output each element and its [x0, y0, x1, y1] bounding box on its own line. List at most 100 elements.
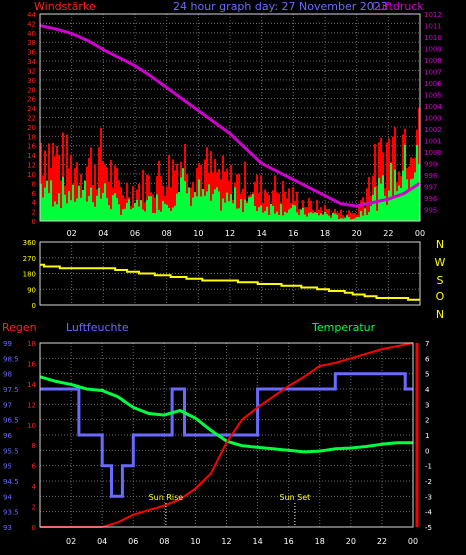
- wind-avg-bar: [408, 191, 410, 221]
- wind-gust-bar: [190, 187, 192, 221]
- y-tick-label-left: 42: [27, 20, 36, 28]
- wind-gust-bar: [52, 143, 54, 221]
- wind-gust-bar: [206, 147, 208, 221]
- wind-avg-bar: [146, 200, 148, 221]
- wind-avg-bar: [194, 192, 196, 221]
- y-tick-label: 360: [23, 239, 36, 247]
- wind-avg-bar: [200, 196, 202, 221]
- wind-avg-bar: [360, 211, 362, 221]
- wind-avg-bar: [192, 197, 194, 221]
- temperature-humidity-panel: -5-4-3-2-1012345679393.59494.59595.59696…: [3, 340, 433, 546]
- wind-avg-bar: [356, 216, 358, 221]
- wind-gust-bar: [114, 165, 116, 221]
- wind-avg-bar: [204, 195, 206, 221]
- wind-avg-bar: [372, 194, 374, 221]
- sun-marker-label: Sun Rise: [149, 493, 184, 502]
- wind-avg-bar: [330, 217, 332, 221]
- wind-avg-bar: [150, 196, 152, 221]
- direction-label: S: [437, 274, 444, 287]
- wind-avg-bar: [272, 205, 274, 221]
- wind-avg-bar: [238, 208, 240, 221]
- wind-avg-bar: [44, 187, 46, 221]
- wind-avg-bar: [402, 170, 404, 221]
- wind-avg-bar: [228, 201, 230, 221]
- y-tick-label-temperature: -2: [425, 478, 432, 486]
- y-tick-label: 90: [27, 286, 36, 294]
- wind-avg-bar: [270, 203, 272, 221]
- y-tick-label: 270: [23, 255, 36, 263]
- wind-avg-bar: [400, 188, 402, 221]
- y-tick-label-right: 1005: [424, 92, 442, 100]
- wind-gust-bar: [274, 175, 276, 221]
- wind-gust-bar: [170, 187, 172, 221]
- wind-avg-bar: [340, 218, 342, 221]
- wind-avg-bar: [94, 206, 96, 221]
- wind-gust-bar: [224, 171, 226, 221]
- wind-gust-bar: [66, 134, 68, 221]
- wind-avg-bar: [84, 180, 86, 221]
- wind-avg-bar: [50, 180, 52, 221]
- wind-avg-bar: [120, 214, 122, 221]
- y-tick-label-right: 1002: [424, 126, 442, 134]
- wind-avg-bar: [184, 181, 186, 221]
- wind-gust-bar: [76, 162, 78, 221]
- x-tick-label: 10: [190, 537, 200, 546]
- wind-gust-bar: [256, 174, 258, 221]
- wind-avg-bar: [114, 193, 116, 221]
- y-tick-label-temperature: -5: [425, 524, 432, 532]
- wind-gust-bar: [238, 173, 240, 221]
- wind-avg-bar: [134, 202, 136, 221]
- wind-gust-bar: [204, 159, 206, 221]
- wind-gust-bar: [306, 207, 308, 221]
- wind-avg-bar: [132, 207, 134, 221]
- wind-avg-bar: [358, 216, 360, 221]
- wind-gust-bar: [260, 175, 262, 221]
- wind-avg-bar: [66, 203, 68, 221]
- wind-avg-bar: [152, 212, 154, 221]
- wind-avg-bar: [226, 192, 228, 221]
- wind-avg-bar: [122, 209, 124, 221]
- wind-gust-bar: [276, 192, 278, 221]
- wind-avg-bar: [376, 210, 378, 221]
- wind-avg-bar: [326, 214, 328, 221]
- wind-avg-bar: [98, 187, 100, 221]
- y-tick-label-humidity: 97: [3, 401, 12, 409]
- y-tick-label-rain: 8: [32, 442, 36, 450]
- wind-gust-bar: [80, 173, 82, 221]
- wind-gust-bar: [296, 191, 298, 221]
- wind-avg-bar: [288, 209, 290, 221]
- y-tick-label-left: 6: [32, 190, 37, 198]
- wind-gust-bar: [358, 206, 360, 221]
- wind-avg-bar: [256, 211, 258, 221]
- wind-avg-bar: [82, 189, 84, 221]
- wind-gust-bar: [362, 197, 364, 221]
- wind-avg-bar: [260, 205, 262, 221]
- wind-avg-bar: [172, 207, 174, 221]
- wind-gust-bar: [138, 183, 140, 221]
- x-tick-label: 10: [193, 229, 203, 238]
- wind-avg-bar: [56, 204, 58, 221]
- y-tick-label-temperature: -1: [425, 463, 432, 471]
- wind-gust-bar: [288, 188, 290, 221]
- y-tick-label-left: 28: [27, 86, 36, 94]
- x-tick-label: 16: [284, 537, 294, 546]
- wind-gust-bar: [70, 154, 72, 221]
- wind-avg-bar: [234, 187, 236, 221]
- wind-gust-bar: [272, 190, 274, 221]
- wind-avg-bar: [314, 212, 316, 221]
- wind-avg-bar: [286, 212, 288, 221]
- wind-avg-bar: [240, 199, 242, 221]
- wind-gust-bar: [154, 197, 156, 221]
- wind-avg-bar: [338, 219, 340, 221]
- wind-avg-bar: [416, 144, 418, 221]
- wind-gust-bar: [146, 174, 148, 221]
- pressure-line: [39, 24, 421, 208]
- y-tick-label-temperature: 1: [425, 432, 429, 440]
- wind-gust-bar: [278, 193, 280, 221]
- wind-avg-bar: [244, 199, 246, 221]
- wind-avg-bar: [78, 185, 80, 221]
- wind-avg-bar: [316, 213, 318, 221]
- wind-avg-bar: [264, 211, 266, 221]
- wind-avg-bar: [86, 201, 88, 221]
- x-tick-label: 02: [66, 537, 76, 546]
